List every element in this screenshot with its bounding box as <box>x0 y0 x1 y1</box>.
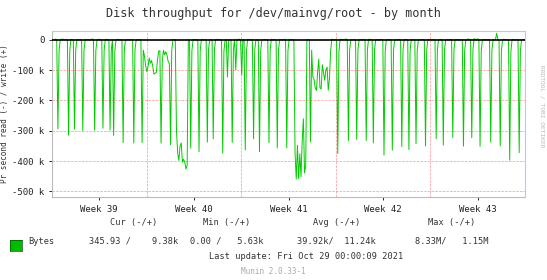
Text: 8.33M/   1.15M: 8.33M/ 1.15M <box>415 237 488 246</box>
Text: Min (-/+): Min (-/+) <box>203 218 251 227</box>
Y-axis label: Pr second read (-) / write (+): Pr second read (-) / write (+) <box>1 45 9 183</box>
Text: Disk throughput for /dev/mainvg/root - by month: Disk throughput for /dev/mainvg/root - b… <box>106 7 441 20</box>
Text: Avg (-/+): Avg (-/+) <box>313 218 360 227</box>
Text: 345.93 /    9.38k: 345.93 / 9.38k <box>89 237 179 246</box>
Text: RRDTOOL / TOBI OETIKER: RRDTOOL / TOBI OETIKER <box>539 65 544 148</box>
Text: Max (-/+): Max (-/+) <box>428 218 475 227</box>
Text: Last update: Fri Oct 29 00:00:09 2021: Last update: Fri Oct 29 00:00:09 2021 <box>209 252 404 261</box>
Text: Munin 2.0.33-1: Munin 2.0.33-1 <box>241 267 306 276</box>
Text: Cur (-/+): Cur (-/+) <box>110 218 158 227</box>
Text: 39.92k/  11.24k: 39.92k/ 11.24k <box>297 237 376 246</box>
Text: Bytes: Bytes <box>28 237 55 246</box>
Text: 0.00 /   5.63k: 0.00 / 5.63k <box>190 237 264 246</box>
